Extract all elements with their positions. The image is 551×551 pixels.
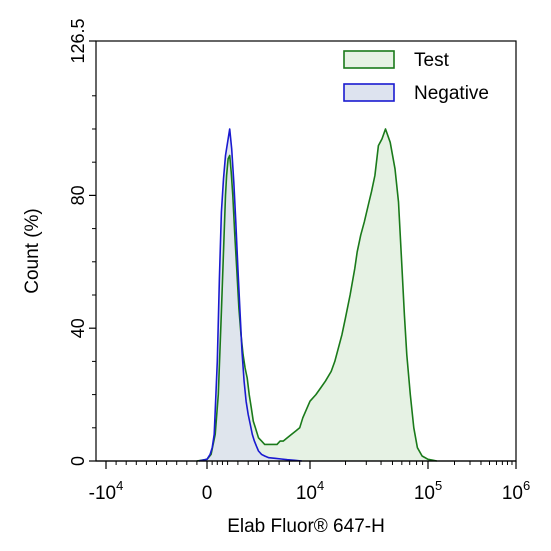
x-axis-label: Elab Fluor® 647-H	[227, 516, 385, 537]
x-tick-label: -104	[89, 478, 124, 504]
y-tick-label: 80	[68, 185, 88, 205]
x-tick-label: 104	[296, 478, 324, 504]
series-line-negative	[198, 128, 302, 462]
y-tick-label: 40	[68, 318, 88, 338]
x-tick-label: 105	[414, 478, 442, 504]
legend-label-negative: Negative	[414, 83, 489, 104]
y-axis-label: Count (%)	[22, 208, 43, 294]
series-line-test	[196, 128, 437, 462]
legend-swatch-test	[343, 50, 395, 69]
series-area-test	[196, 129, 437, 461]
x-tick-label: 106	[502, 478, 530, 504]
legend-swatch-negative	[343, 83, 395, 102]
y-tick-label: 126.5	[68, 18, 88, 63]
plot-frame	[95, 40, 517, 462]
y-tick-label: 0	[68, 456, 88, 466]
plot-lines	[196, 128, 437, 462]
x-tick-label: 0	[202, 483, 213, 504]
x-axis: -104 0 104 105 106	[89, 460, 530, 504]
y-axis: 0 40 80 126.5	[68, 18, 96, 466]
legend: Test Negative	[343, 50, 489, 104]
legend-label-test: Test	[414, 50, 450, 71]
